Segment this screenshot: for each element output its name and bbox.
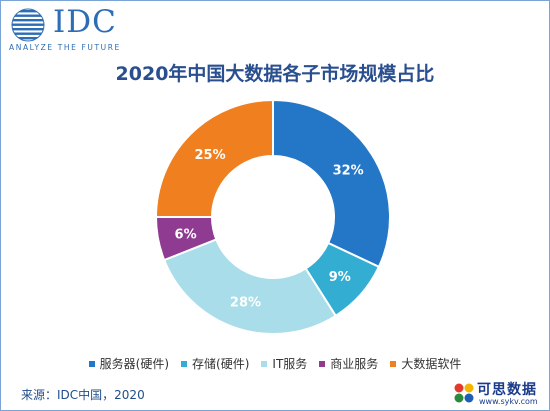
legend-label-2: 存储(硬件)	[192, 357, 250, 371]
watermark-text: 可思数据	[477, 382, 537, 398]
legend-item-3: IT服务	[261, 355, 307, 372]
slice-label-3: 28%	[230, 296, 261, 311]
chart-title: 2020年中国大数据各子市场规模占比	[115, 63, 435, 85]
slice-label-1: 32%	[333, 163, 364, 178]
legend-label-3: IT服务	[272, 357, 308, 371]
chart-legend: 服务器(硬件) 存储(硬件) IT服务 商业服务 大数据软件	[1, 355, 549, 372]
donut-slice-5	[154, 98, 274, 218]
logo-brand: IDC	[53, 4, 117, 40]
watermark-url: www.sykv.com	[479, 397, 538, 406]
legend-item-4: 商业服务	[319, 355, 378, 372]
idc-logo: IDC ANALYZE THE FUTURE	[7, 4, 147, 52]
slice-label-2: 9%	[329, 270, 351, 285]
globe-icon	[11, 8, 45, 42]
legend-item-2: 存储(硬件)	[181, 355, 249, 372]
legend-label-5: 大数据软件	[401, 357, 462, 371]
legend-item-5: 大数据软件	[390, 355, 461, 372]
slice-label-5: 25%	[195, 148, 226, 163]
donut-slice-3	[162, 238, 338, 335]
sykv-watermark: 可思数据 www.sykv.com	[453, 380, 547, 408]
donut-slice-1	[272, 98, 391, 269]
logo-tagline: ANALYZE THE FUTURE	[9, 43, 121, 52]
legend-label-4: 商业服务	[330, 357, 379, 371]
legend-swatch-2	[181, 360, 188, 367]
legend-label-1: 服务器(硬件)	[99, 357, 170, 371]
source-note: 来源：IDC中国，2020	[21, 388, 145, 402]
donut-chart: 32% 9% 28% 6% 25%	[154, 98, 391, 335]
legend-swatch-1	[88, 360, 95, 367]
slice-label-4: 6%	[175, 228, 197, 243]
legend-swatch-4	[319, 360, 326, 367]
legend-item-1: 服务器(硬件)	[88, 355, 170, 372]
legend-swatch-3	[261, 360, 268, 367]
legend-swatch-5	[390, 360, 397, 367]
watermark-logo-icon	[454, 383, 474, 403]
